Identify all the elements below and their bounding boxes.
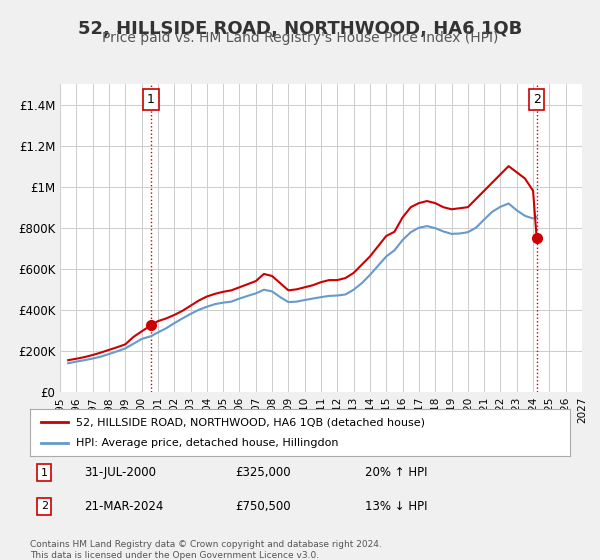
Text: Price paid vs. HM Land Registry's House Price Index (HPI): Price paid vs. HM Land Registry's House … bbox=[102, 31, 498, 45]
Text: 52, HILLSIDE ROAD, NORTHWOOD, HA6 1QB (detached house): 52, HILLSIDE ROAD, NORTHWOOD, HA6 1QB (d… bbox=[76, 417, 425, 427]
Text: 1: 1 bbox=[147, 93, 155, 106]
Text: 21-MAR-2024: 21-MAR-2024 bbox=[84, 500, 163, 513]
Text: 20% ↑ HPI: 20% ↑ HPI bbox=[365, 466, 427, 479]
Text: 52, HILLSIDE ROAD, NORTHWOOD, HA6 1QB: 52, HILLSIDE ROAD, NORTHWOOD, HA6 1QB bbox=[78, 20, 522, 38]
Text: HPI: Average price, detached house, Hillingdon: HPI: Average price, detached house, Hill… bbox=[76, 438, 338, 448]
Text: 1: 1 bbox=[41, 468, 48, 478]
Text: 2: 2 bbox=[41, 501, 48, 511]
Text: 31-JUL-2000: 31-JUL-2000 bbox=[84, 466, 156, 479]
Text: £325,000: £325,000 bbox=[235, 466, 291, 479]
Text: £750,500: £750,500 bbox=[235, 500, 291, 513]
Text: 13% ↓ HPI: 13% ↓ HPI bbox=[365, 500, 427, 513]
Text: 2: 2 bbox=[533, 93, 541, 106]
Text: Contains HM Land Registry data © Crown copyright and database right 2024.
This d: Contains HM Land Registry data © Crown c… bbox=[30, 540, 382, 560]
